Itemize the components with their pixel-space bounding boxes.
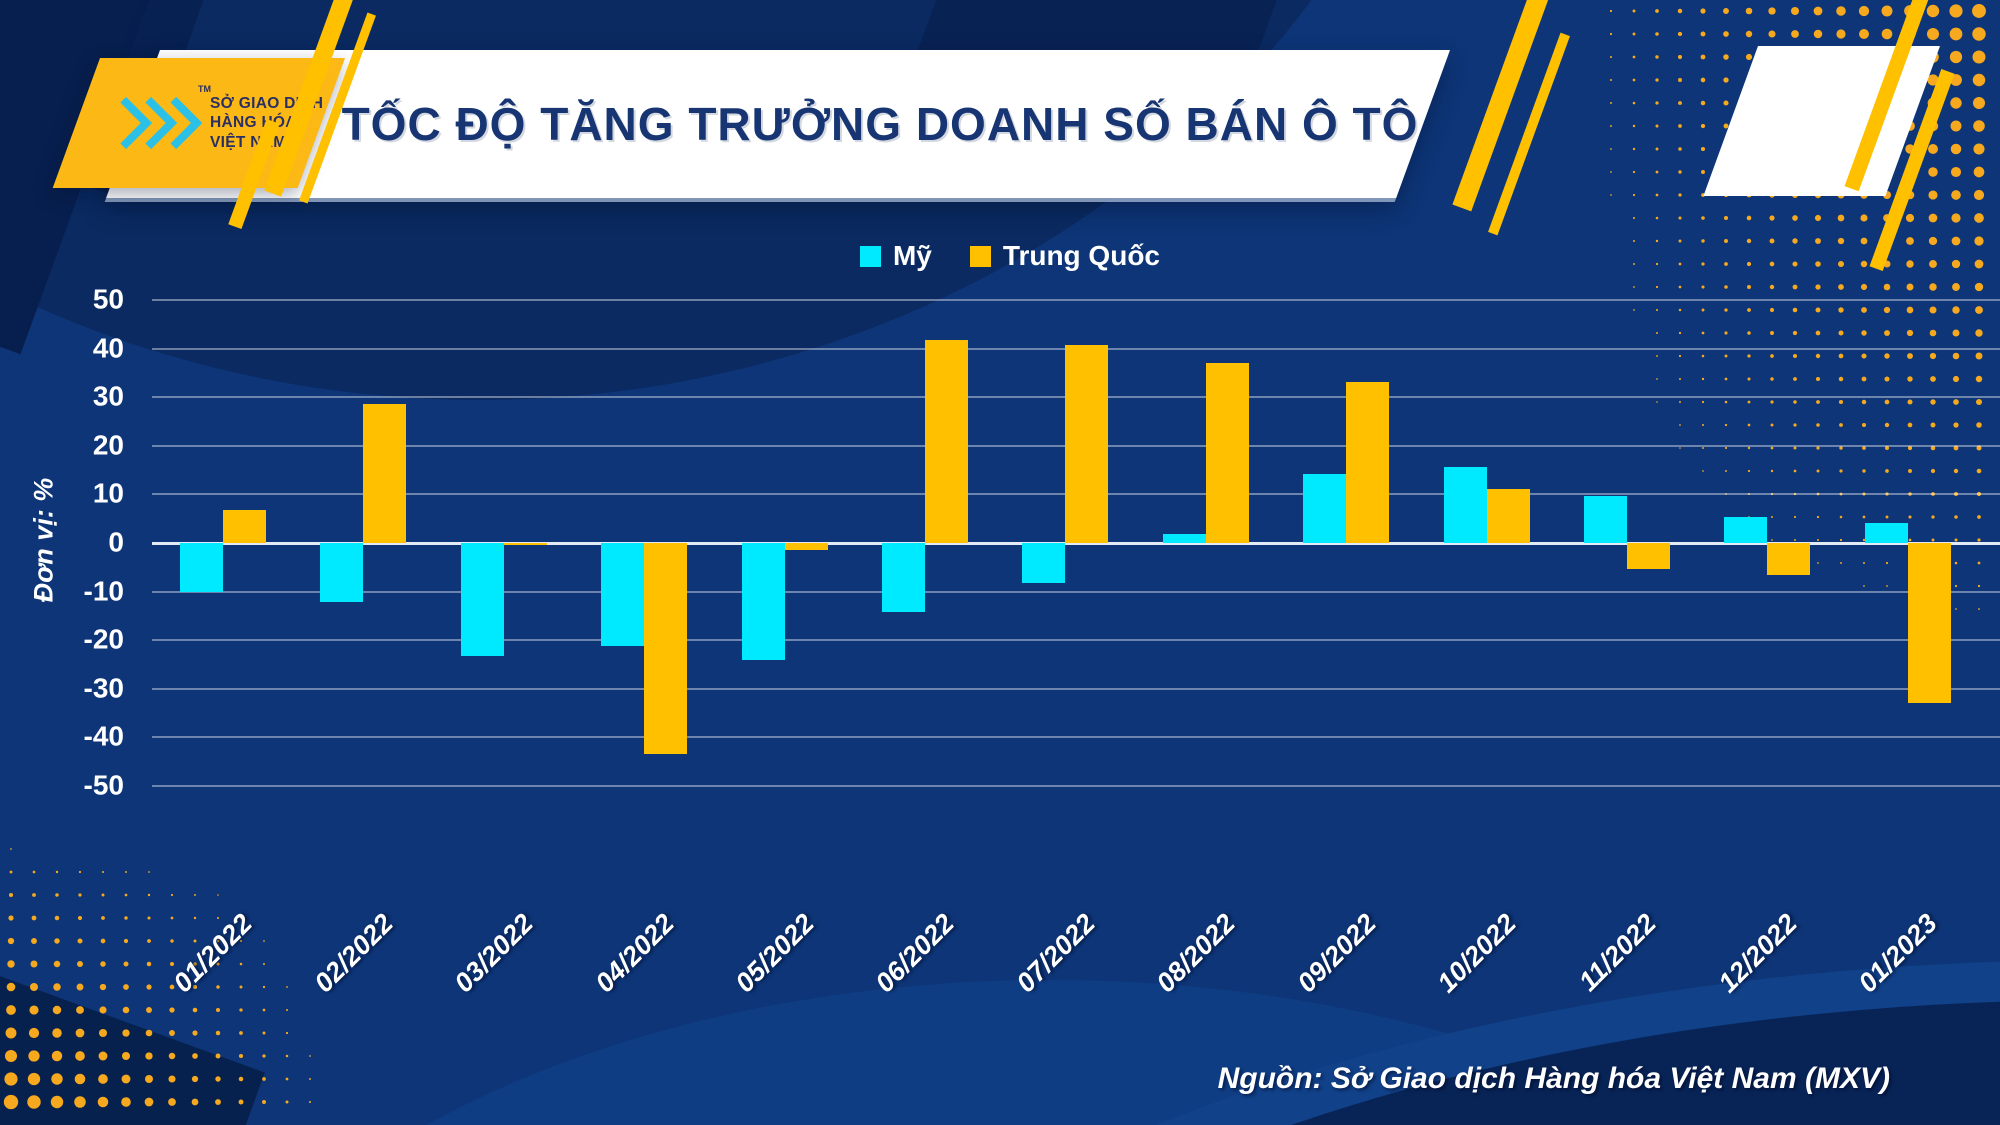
gridline bbox=[152, 299, 2000, 301]
chart-legend: Mỹ Trung Quốc bbox=[0, 240, 2000, 272]
mxv-logo-icon bbox=[120, 96, 202, 150]
bar-Trung Quốc-04/2022 bbox=[644, 543, 688, 754]
halftone-dots-bottom-left bbox=[3, 848, 312, 1110]
x-axis-tick-label: 12/2022 bbox=[1712, 908, 1803, 999]
zero-gridline bbox=[152, 541, 2000, 545]
legend-swatch-icon bbox=[969, 245, 991, 267]
x-axis-tick-label: 08/2022 bbox=[1150, 908, 1242, 999]
gridline bbox=[152, 639, 2000, 642]
bar-Mỹ-06/2022 bbox=[882, 543, 925, 612]
bar-Trung Quốc-01/2023 bbox=[1907, 543, 1951, 704]
mxv-logo-badge: SỞ GIAO DỊCH HÀNG HÓA VIỆT NAM TM bbox=[52, 58, 345, 188]
bar-Trung Quốc-11/2022 bbox=[1627, 543, 1670, 569]
bar-Trung Quốc-03/2022 bbox=[503, 543, 547, 546]
bar-Mỹ-09/2022 bbox=[1303, 473, 1347, 543]
x-axis-tick-label: 03/2022 bbox=[448, 908, 540, 999]
y-axis-tick-label: -50 bbox=[83, 769, 124, 801]
gridline bbox=[152, 736, 2000, 739]
bar-Trung Quốc-07/2022 bbox=[1065, 345, 1109, 543]
y-axis-tick-label: 0 bbox=[108, 526, 124, 558]
bar-Mỹ-03/2022 bbox=[460, 543, 504, 657]
bar-Trung Quốc-01/2022 bbox=[223, 509, 266, 543]
legend-label: Mỹ bbox=[892, 240, 932, 271]
y-axis-tick-label: -20 bbox=[83, 623, 124, 655]
bar-Mỹ-02/2022 bbox=[320, 543, 364, 603]
bar-Mỹ-04/2022 bbox=[601, 543, 645, 646]
bar-Mỹ-10/2022 bbox=[1443, 467, 1487, 543]
bar-Trung Quốc-06/2022 bbox=[925, 340, 968, 543]
source-note: Nguồn: Sở Giao dịch Hàng hóa Việt Nam (M… bbox=[1217, 1062, 1890, 1095]
bar-Mỹ-01/2022 bbox=[180, 543, 223, 592]
y-axis-tick-label: -10 bbox=[83, 574, 124, 606]
y-axis-tick-label: 10 bbox=[92, 477, 124, 509]
bar-Trung Quốc-02/2022 bbox=[363, 404, 407, 543]
x-axis-tick-label: 01/2023 bbox=[1852, 908, 1944, 999]
bar-Mỹ-11/2022 bbox=[1584, 496, 1627, 543]
bar-Trung Quốc-09/2022 bbox=[1346, 382, 1390, 543]
x-axis-tick-label: 05/2022 bbox=[729, 908, 820, 999]
legend-item-Trung Quốc: Trung Quốc bbox=[969, 240, 1160, 272]
x-axis-tick-label: 01/2022 bbox=[167, 908, 259, 999]
y-axis-tick-label: 40 bbox=[92, 331, 124, 363]
bar-Mỹ-01/2023 bbox=[1864, 523, 1908, 543]
x-axis-tick-label: 07/2022 bbox=[1010, 908, 1101, 999]
y-axis-tick-label: -30 bbox=[83, 672, 124, 704]
x-axis-tick-label: 06/2022 bbox=[869, 908, 961, 999]
x-axis-tick-label: 04/2022 bbox=[589, 908, 680, 999]
gridline bbox=[152, 785, 2000, 787]
bar-Trung Quốc-08/2022 bbox=[1205, 362, 1249, 543]
y-axis-tick-label: 20 bbox=[92, 429, 124, 461]
legend-label: Trung Quốc bbox=[1002, 240, 1160, 271]
y-axis-tick-label: -40 bbox=[83, 720, 124, 752]
x-axis-tick-label: 09/2022 bbox=[1291, 908, 1382, 999]
legend-item-Mỹ: Mỹ bbox=[859, 240, 932, 272]
bar-Mỹ-12/2022 bbox=[1724, 516, 1768, 543]
x-axis-tick-label: 02/2022 bbox=[308, 908, 399, 999]
bar-Mỹ-07/2022 bbox=[1022, 543, 1066, 583]
gridline bbox=[152, 590, 2000, 593]
y-axis-title: Đơn vị: % bbox=[28, 477, 59, 603]
legend-swatch-icon bbox=[859, 245, 881, 267]
bar-Trung Quốc-12/2022 bbox=[1767, 543, 1811, 575]
bar-Trung Quốc-05/2022 bbox=[784, 543, 828, 551]
gridline bbox=[152, 687, 2000, 690]
bar-Mỹ-05/2022 bbox=[741, 543, 785, 660]
bar-Trung Quốc-10/2022 bbox=[1486, 488, 1530, 543]
x-axis-tick-label: 10/2022 bbox=[1431, 908, 1522, 999]
x-axis-tick-label: 11/2022 bbox=[1573, 908, 1663, 997]
y-axis-tick-label: 30 bbox=[92, 380, 124, 412]
y-axis-tick-label: 50 bbox=[92, 283, 124, 315]
bar-Mỹ-08/2022 bbox=[1162, 533, 1206, 543]
